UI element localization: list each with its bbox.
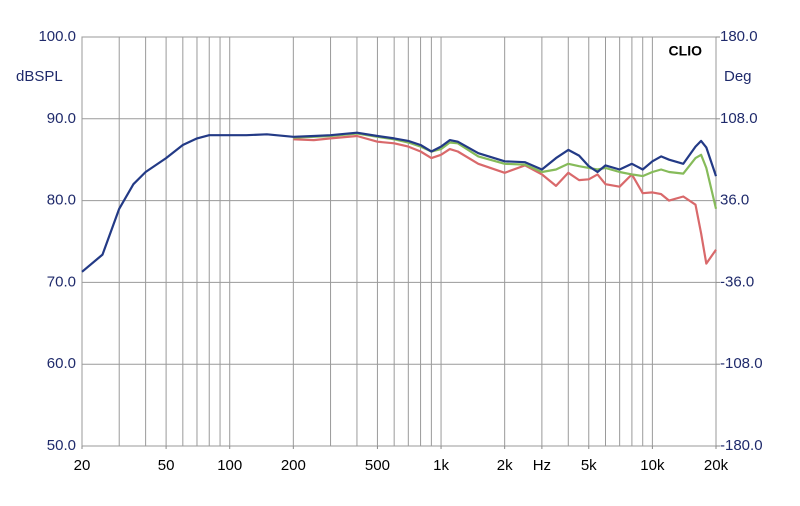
- series-line: [293, 132, 718, 210]
- annotation: CLIO: [669, 43, 703, 59]
- y2-axis-label: Deg: [724, 68, 752, 85]
- series-line: [81, 131, 718, 273]
- x-tick-label: 100: [217, 457, 242, 474]
- y-tick-label: 70.0: [47, 273, 76, 290]
- y2-tick-label: 36.0: [720, 192, 749, 209]
- y2-tick-label: 108.0: [720, 110, 758, 127]
- y-tick-label: 50.0: [47, 437, 76, 454]
- y-tick-label: 80.0: [47, 192, 76, 209]
- x-tick-label: 2k: [497, 457, 513, 474]
- x-tick-label: 10k: [640, 457, 665, 474]
- y-axis-label: dBSPL: [16, 68, 63, 85]
- y-tick-label: 90.0: [47, 110, 76, 127]
- y2-tick-label: -108.0: [720, 355, 763, 372]
- x-tick-label: 50: [158, 457, 175, 474]
- x-tick-label: 20: [74, 457, 91, 474]
- x-tick-label: 5k: [581, 457, 597, 474]
- x-tick-label: Hz: [533, 457, 551, 474]
- y-tick-label: 100.0: [38, 28, 76, 45]
- x-tick-label: 1k: [433, 457, 449, 474]
- y2-tick-label: -36.0: [720, 273, 754, 290]
- y2-tick-label: -180.0: [720, 437, 763, 454]
- x-tick-label: 200: [281, 457, 306, 474]
- x-tick-label: 500: [365, 457, 390, 474]
- x-tick-label: 20k: [704, 457, 729, 474]
- y-tick-label: 60.0: [47, 355, 76, 372]
- series-line: [293, 134, 717, 265]
- y2-tick-label: 180.0: [720, 28, 758, 45]
- plot-area: [81, 36, 717, 447]
